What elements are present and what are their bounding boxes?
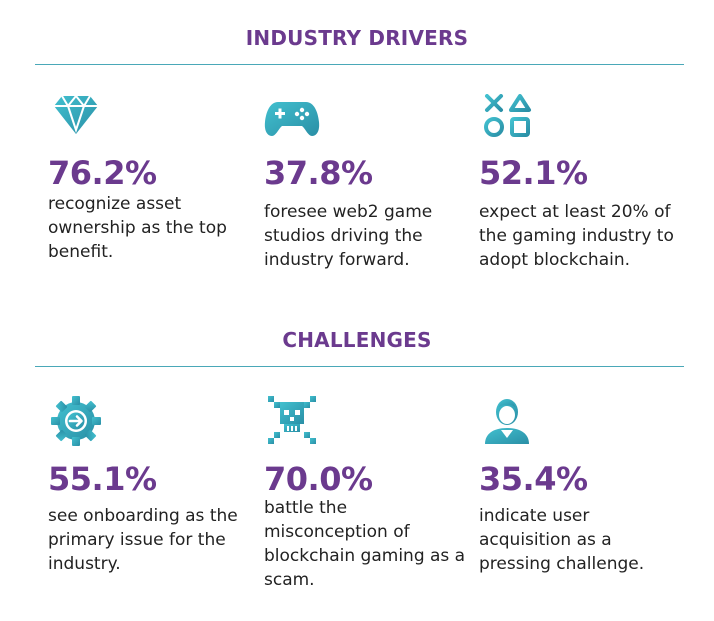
stat-description: indicate user acquisition as a pressing … bbox=[479, 506, 645, 574]
stat-value: 70.0% bbox=[264, 460, 373, 498]
skull-crossbones-icon bbox=[264, 394, 320, 448]
stat-description: expect at least 20% of the gaming indust… bbox=[479, 202, 674, 270]
section-title-industry-drivers: INDUSTRY DRIVERS bbox=[245, 26, 469, 50]
user-icon bbox=[479, 394, 535, 448]
stat-description: recognize asset ownership as the top ben… bbox=[48, 194, 227, 262]
gamepad-icon bbox=[264, 94, 320, 148]
stat-value: 55.1% bbox=[48, 460, 157, 498]
stat-value: 76.2% bbox=[48, 154, 157, 192]
stat-value: 52.1% bbox=[479, 154, 588, 192]
stat-value: 35.4% bbox=[479, 460, 588, 498]
game-shapes-icon bbox=[479, 94, 535, 148]
stat-description: see onboarding as the primary issue for … bbox=[48, 506, 238, 574]
section-title-challenges: CHALLENGES bbox=[282, 328, 432, 352]
diamond-icon bbox=[48, 94, 104, 148]
gear-arrow-icon bbox=[48, 394, 104, 448]
stat-value: 37.8% bbox=[264, 154, 373, 192]
stat-description: battle the misconception of blockchain g… bbox=[264, 498, 466, 590]
section-divider bbox=[35, 366, 684, 367]
section-divider bbox=[35, 64, 684, 65]
stat-description: foresee web2 game studios driving the in… bbox=[264, 202, 433, 270]
